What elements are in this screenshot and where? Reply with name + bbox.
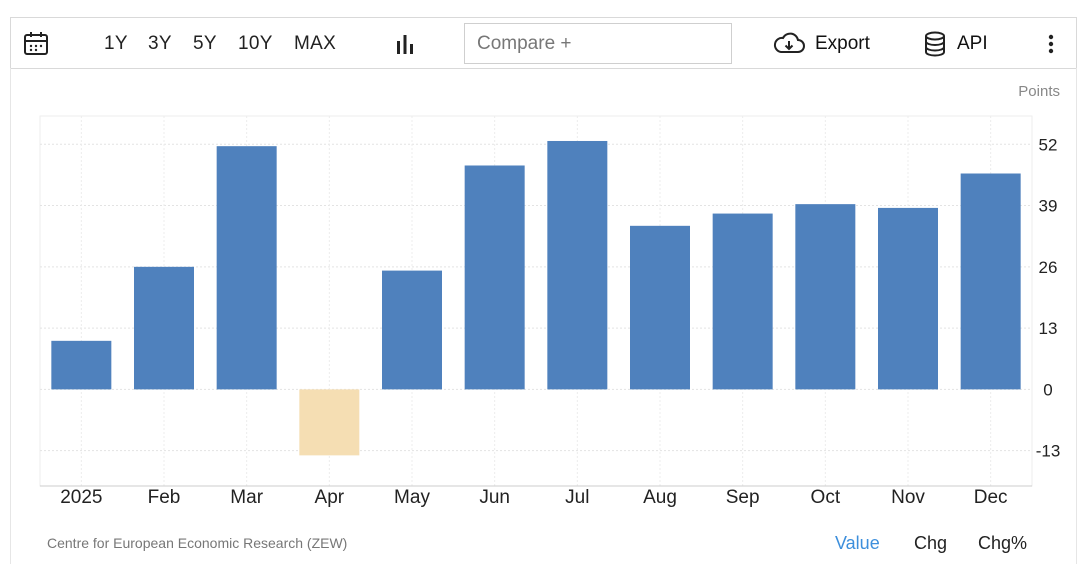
database-icon <box>925 31 945 57</box>
range-3y-button[interactable]: 3Y <box>148 33 172 54</box>
source-label: Centre for European Economic Research (Z… <box>47 535 348 551</box>
api-button[interactable]: API <box>923 18 988 70</box>
range-10y-button[interactable]: 10Y <box>238 33 273 54</box>
x-tick-label: Nov <box>891 487 925 508</box>
tab-value[interactable]: Value <box>835 533 880 553</box>
x-tick-label: 2025 <box>60 487 102 508</box>
y-tick-label: 0 <box>1043 380 1052 399</box>
unit-label: Points <box>1018 83 1060 100</box>
compare-input[interactable] <box>464 23 732 64</box>
x-tick-label: Apr <box>315 487 345 508</box>
x-tick-label: Dec <box>974 487 1008 508</box>
api-label: API <box>957 33 988 54</box>
bar-aug <box>630 225 690 390</box>
cloud-download-icon <box>773 32 805 53</box>
export-label: Export <box>815 33 870 54</box>
range-1y-button[interactable]: 1Y <box>104 33 128 54</box>
y-tick-label: 13 <box>1039 319 1058 338</box>
x-tick-label: Aug <box>643 487 677 508</box>
y-tick-label: 52 <box>1039 135 1058 154</box>
bar-jul <box>547 140 608 390</box>
y-tick-label: -13 <box>1036 442 1061 461</box>
bar-jun <box>464 165 525 390</box>
vertical-dots-icon[interactable] <box>1045 18 1057 70</box>
x-tick-label: Jul <box>565 487 589 508</box>
tab-chg[interactable]: Chg <box>914 533 948 553</box>
export-button[interactable]: Export <box>773 18 870 70</box>
bar-mar <box>216 146 277 390</box>
bar-feb <box>134 266 194 390</box>
bar-nov <box>878 207 938 390</box>
chart-frame <box>10 68 1077 564</box>
x-tick-label: Sep <box>726 487 760 508</box>
y-tick-label: 39 <box>1039 197 1058 216</box>
bar-may <box>382 270 442 390</box>
bar-sep <box>712 213 773 390</box>
tab-chg-percent[interactable]: Chg% <box>978 533 1028 553</box>
x-tick-label: Jun <box>479 487 510 508</box>
range-5y-button[interactable]: 5Y <box>193 33 217 54</box>
bar-2025 <box>51 340 112 390</box>
bar-dec <box>960 173 1021 390</box>
calendar-icon[interactable] <box>23 18 49 70</box>
x-tick-label: May <box>394 487 430 508</box>
bar-chart-icon[interactable] <box>395 18 415 70</box>
y-tick-label: 26 <box>1039 258 1058 277</box>
bar-apr <box>299 389 360 456</box>
x-tick-label: Feb <box>148 487 181 508</box>
x-tick-label: Oct <box>811 487 841 508</box>
chart-toolbar: 1Y 3Y 5Y 10Y MAX Export API <box>10 17 1077 69</box>
bar-chart: 52 39 26 13 0 -13 2025 Feb Mar Apr May Jun Jul Aug Sep… <box>39 83 1061 508</box>
x-tick-label: Mar <box>230 487 263 508</box>
bar-oct <box>795 204 856 390</box>
range-max-button[interactable]: MAX <box>294 33 337 54</box>
